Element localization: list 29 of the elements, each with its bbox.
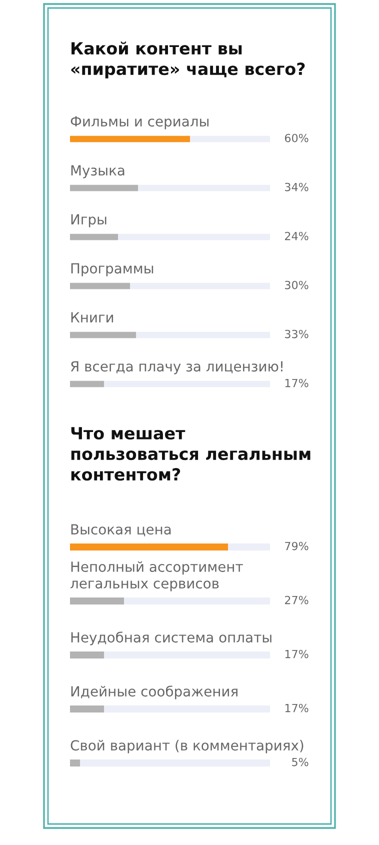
bar [70,380,104,388]
bar [70,759,80,767]
bar [70,705,104,713]
data-label: 24% [285,232,308,240]
data-label: 5% [292,758,308,766]
bar [70,651,104,659]
data-label: 33% [285,330,308,338]
chart-title: Что мешает пользоваться легальным контентом? [71,427,310,481]
y-tick-label: Высокая цена [71,524,171,536]
y-tick-label: Свой вариант (в комментариях) [70,740,304,754]
y-tick-label: Неудобная система оплаты [71,632,272,646]
bar [70,234,118,240]
y-tick-label: Книги [71,312,114,322]
y-tick-label: Музыка [71,165,124,178]
data-label: 60% [284,134,308,142]
y-tick-label: Программы [71,263,154,276]
y-tick-label: Неполный ассортимент легальных сервисов [70,561,243,592]
y-tick-label: Я всегда плачу за лицензию! [70,361,282,374]
data-label: 17% [285,704,308,712]
y-tick-label: Игры [71,214,106,228]
chart-title: Какой контент вы «пиратите» чаще всего? [71,42,305,78]
data-label: 30% [285,280,308,290]
data-label: 17% [285,378,308,388]
data-label: 27% [285,596,308,604]
y-tick-label: Фильмы и сериалы [70,116,208,130]
data-label: 17% [285,650,308,658]
y-tick-label: Идейные соображения [71,686,238,700]
data-label: 79% [285,542,308,550]
data-label: 34% [285,182,308,192]
